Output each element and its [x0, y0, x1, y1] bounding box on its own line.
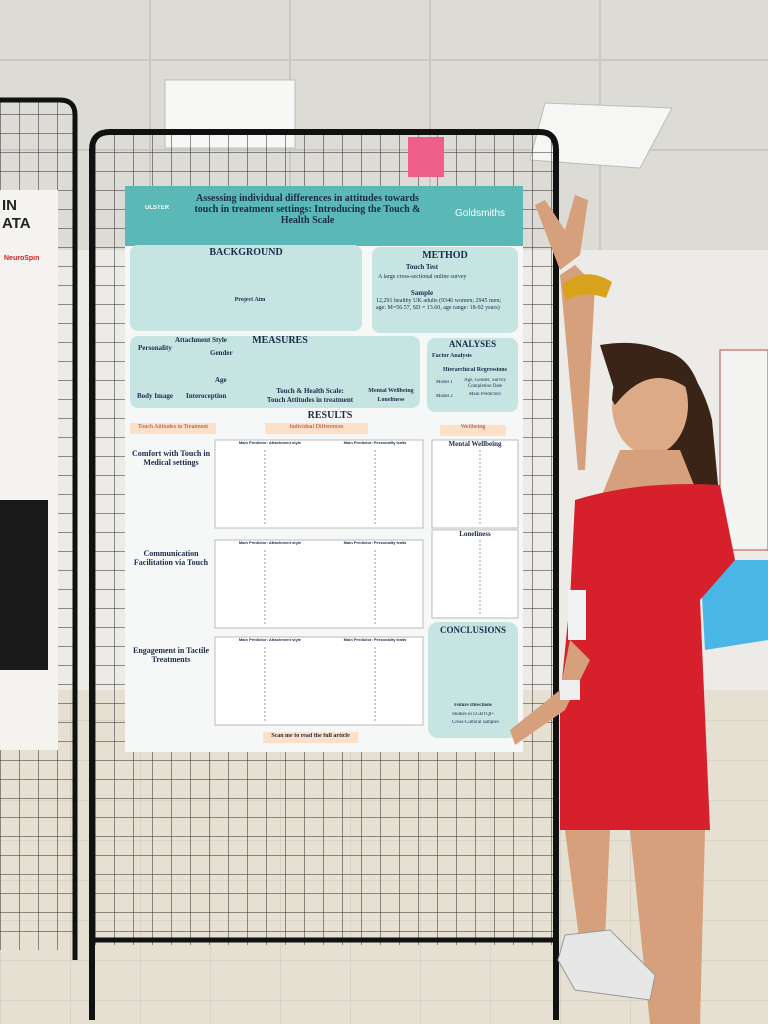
- footer-tag: [263, 732, 358, 743]
- section-heading: RESULTS: [307, 410, 353, 421]
- subheading: Project Aim: [234, 297, 266, 303]
- method-box: [372, 247, 518, 333]
- column-label: Wellbeing: [460, 424, 486, 430]
- person: [510, 195, 735, 1024]
- raised-hand: [535, 195, 588, 270]
- predictor-label: Body Image: [137, 393, 173, 400]
- watch: [560, 680, 580, 700]
- body-text: 12,291 healthy UK adults (9346 women; 29…: [376, 298, 501, 311]
- poster-title: Assessing individual differences in atti…: [194, 193, 421, 226]
- plot-panel: [214, 439, 424, 529]
- logo: Goldsmiths: [455, 208, 506, 219]
- hair-top: [612, 349, 705, 420]
- column-tag: [130, 423, 216, 434]
- panel-heading: Mental Wellbeing: [448, 441, 502, 448]
- row-label: Comfort with Touch in Medical settings: [132, 450, 210, 467]
- side-poster-image: [0, 500, 48, 670]
- plot-title: Main Predictor: Personality traits: [343, 541, 407, 545]
- analyses-box: [427, 338, 518, 412]
- section-heading: CONCLUSIONS: [439, 626, 506, 635]
- main-stand-frame: [89, 129, 559, 1020]
- plot-title: Main Predictor: Personality traits: [343, 638, 407, 642]
- model-text: Main Predictors: [468, 392, 502, 397]
- list-item: Studies in LGBTQI+: [452, 712, 495, 717]
- column-tag: [265, 423, 368, 434]
- side-title: ATA: [2, 216, 31, 232]
- column-tag: [440, 425, 506, 436]
- poster-header: [125, 186, 523, 246]
- predictor-label: Age: [215, 377, 227, 384]
- plot-title: Main Predictor: Attachment style: [238, 541, 302, 545]
- model-label: Model 2: [436, 394, 453, 399]
- measures-box: [130, 336, 420, 408]
- outcome-label: Touch Attitudes in treatment: [266, 397, 354, 404]
- model-label: Model 1: [436, 380, 453, 385]
- outcome-label: Touch & Health Scale:: [276, 388, 344, 395]
- side-logo: NeuroSpin: [4, 255, 40, 262]
- wellbeing-label: Loneliness: [377, 397, 405, 403]
- logo: ULSTER: [145, 205, 169, 211]
- body-text: A large cross-sectional online survey: [378, 274, 467, 280]
- column-label: Individual Differences: [289, 424, 344, 430]
- row-label: Engagement in Tactile Treatments: [132, 647, 209, 664]
- model-text: Age, Gender, Survey Completion Date: [463, 378, 506, 389]
- wellbeing-label: Mental Wellbeing: [368, 388, 414, 394]
- badge: [568, 590, 586, 640]
- red-dress: [560, 484, 735, 830]
- background-board: [719, 349, 768, 551]
- plot-panel: [431, 439, 519, 529]
- predictor-label: Interoception: [186, 393, 227, 400]
- plot-panel: [214, 539, 424, 629]
- predictor-label: Personality: [138, 345, 172, 352]
- side-title: IN: [2, 198, 17, 214]
- plot-title: Main Predictor: Attachment style: [238, 638, 302, 642]
- left-stand-frame: [0, 97, 78, 960]
- lower-arm: [510, 640, 590, 745]
- panel-heading: Loneliness: [459, 531, 491, 538]
- plot-panel: [431, 529, 519, 619]
- raised-arm: [560, 265, 595, 470]
- subheading: Future Directions: [454, 703, 492, 708]
- predictor-label: Attachment Style: [175, 337, 227, 344]
- subheading: Sample: [410, 290, 434, 297]
- result-plots: [214, 439, 519, 726]
- plot-title: Main Predictor: Attachment style: [238, 441, 302, 445]
- plot-title: Main Predictor: Personality traits: [343, 441, 407, 445]
- conclusions-box: [428, 622, 518, 738]
- plot-panel: [214, 636, 424, 726]
- scrunchie: [562, 274, 612, 300]
- row-label: Communication Facilitation via Touch: [133, 550, 209, 567]
- section-heading: BACKGROUND: [209, 247, 283, 258]
- leg: [565, 830, 610, 945]
- pink-note: [408, 137, 444, 177]
- column-label: Touch Attitudes in Treatment: [137, 424, 209, 430]
- shoe: [557, 929, 656, 1001]
- zero-line: [264, 450, 481, 722]
- subheading: Hierarchical Regressions: [443, 367, 507, 373]
- section-heading: ANALYSES: [448, 340, 497, 349]
- footer: Scan me to read the full article: [271, 733, 350, 739]
- subheading: Factor Analysis: [432, 353, 472, 359]
- list-item: Cross-Cultural samples: [452, 720, 499, 725]
- background-box: [130, 245, 362, 331]
- section-heading: METHOD: [422, 250, 468, 261]
- section-heading: MEASURES: [252, 335, 308, 346]
- subheading: Touch Test: [405, 264, 439, 271]
- blue-chair: [700, 560, 768, 650]
- predictor-label: Gender: [210, 350, 233, 357]
